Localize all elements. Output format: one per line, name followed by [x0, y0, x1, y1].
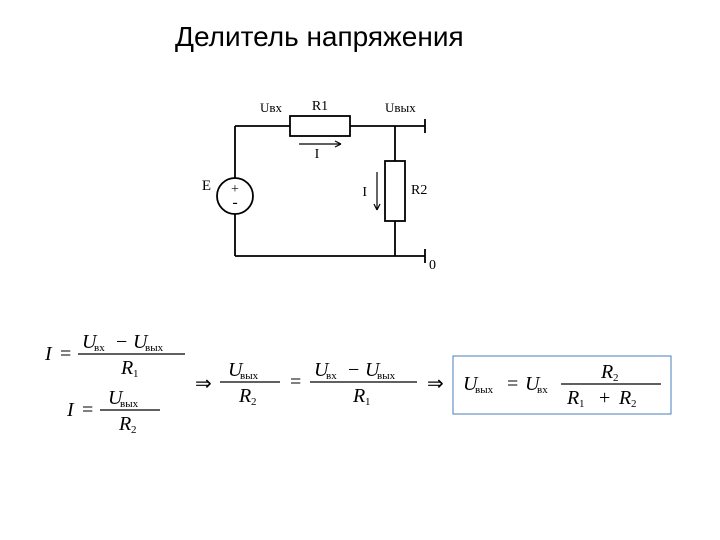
source-minus: -: [232, 194, 237, 211]
equations-row: I = U вх − U вых R 1 I = U вых: [45, 330, 685, 470]
svg-text:R: R: [120, 357, 133, 379]
svg-text:вх: вх: [326, 370, 337, 382]
svg-text:=: =: [82, 399, 93, 421]
equation-1: I = U вх − U вых R 1: [44, 331, 185, 380]
ground-label: 0: [429, 258, 436, 273]
implies-1: ⇒: [195, 373, 212, 395]
svg-text:1: 1: [365, 396, 371, 408]
svg-text:вых: вых: [240, 370, 259, 382]
svg-text:2: 2: [131, 424, 137, 436]
svg-text:2: 2: [631, 398, 637, 410]
current-arrow-right: [374, 172, 380, 210]
svg-text:вх: вх: [94, 342, 105, 354]
equation-2: I = U вых R 2: [66, 387, 160, 436]
svg-text:вых: вых: [145, 342, 164, 354]
uout-label: Uвых: [385, 100, 416, 115]
r2-label: R2: [411, 183, 427, 198]
svg-text:вых: вых: [377, 370, 396, 382]
svg-text:=: =: [60, 343, 71, 365]
svg-text:R: R: [352, 385, 365, 407]
r1-label: R1: [312, 99, 328, 114]
svg-text:R: R: [238, 385, 251, 407]
svg-text:+: +: [599, 387, 610, 409]
current-label-top: I: [315, 147, 320, 162]
svg-text:I: I: [66, 399, 75, 421]
svg-text:R: R: [600, 361, 613, 383]
svg-text:R: R: [566, 387, 579, 409]
svg-text:I: I: [44, 343, 53, 365]
svg-text:−: −: [348, 359, 359, 381]
circuit-diagram: + - E R1 R2 Uвх Uвых I: [195, 86, 455, 286]
svg-text:вых: вых: [120, 398, 139, 410]
svg-text:2: 2: [251, 396, 257, 408]
svg-text:R: R: [118, 413, 131, 435]
svg-text:1: 1: [579, 398, 585, 410]
uin-label: Uвх: [260, 100, 283, 115]
current-label-right: I: [362, 185, 367, 200]
equation-3: U вых R 2 = U вх − U вых R 1: [220, 359, 417, 408]
svg-text:вх: вх: [537, 384, 548, 396]
svg-text:1: 1: [133, 368, 139, 380]
source-label-E: E: [202, 178, 211, 194]
svg-text:вых: вых: [475, 384, 494, 396]
svg-text:2: 2: [613, 372, 619, 384]
implies-2: ⇒: [427, 373, 444, 395]
slide: Делитель напряжения: [0, 0, 720, 540]
svg-text:=: =: [507, 373, 518, 395]
svg-text:R: R: [618, 387, 631, 409]
svg-text:=: =: [290, 371, 301, 393]
resistor-r1: [290, 116, 350, 136]
slide-title: Делитель напряжения: [175, 22, 464, 53]
resistor-r2: [385, 161, 405, 221]
current-arrow-top: [299, 141, 341, 147]
svg-text:−: −: [116, 331, 127, 353]
